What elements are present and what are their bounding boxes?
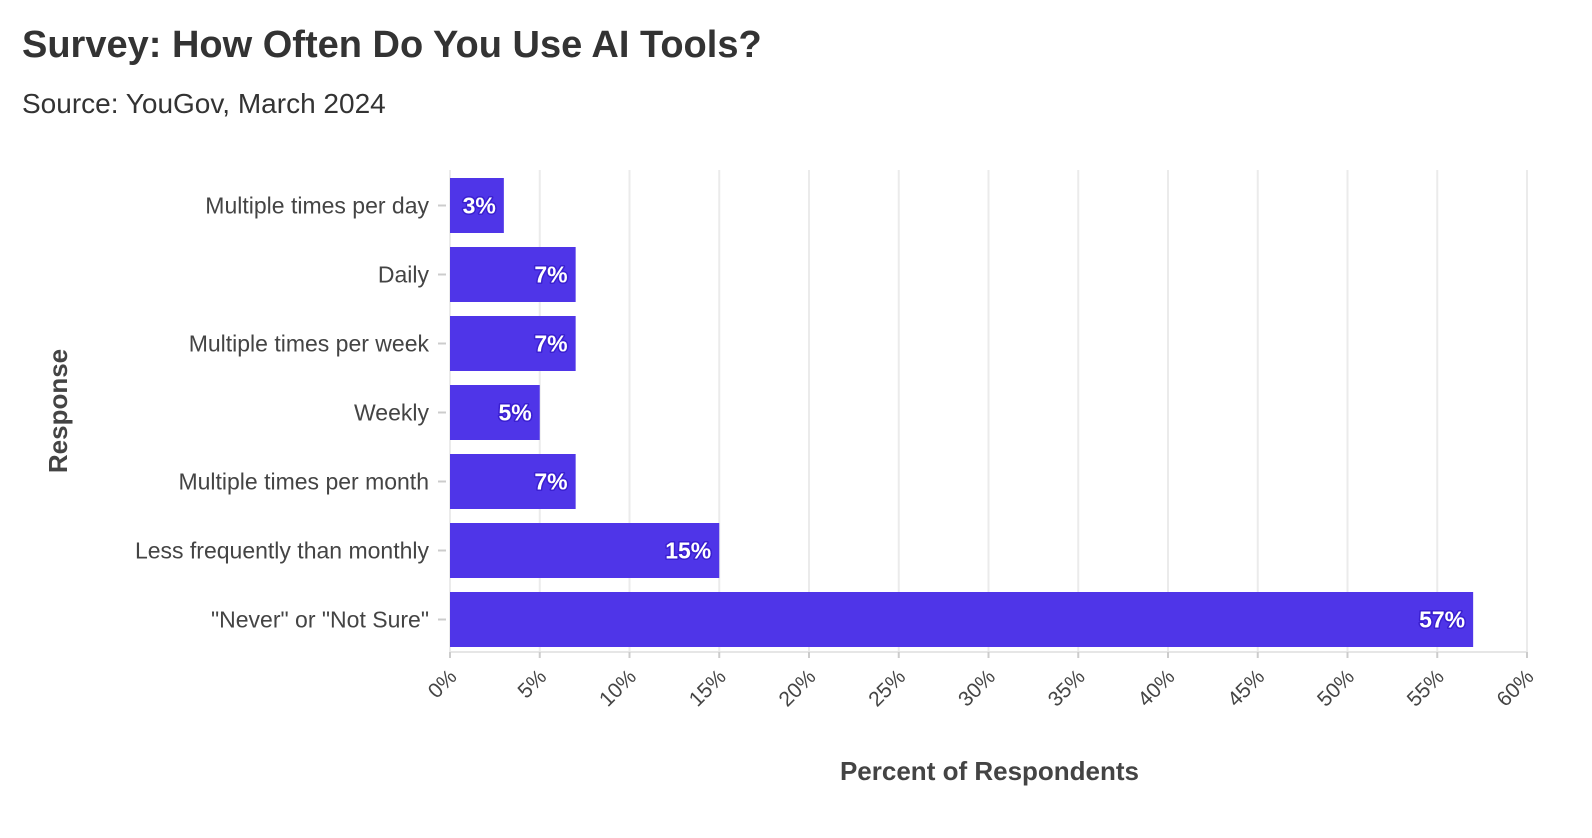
bar	[450, 316, 576, 371]
x-tick-label: 10%	[595, 665, 641, 711]
bar-data-label: 7%	[534, 331, 567, 357]
y-tick-label: "Never" or "Not Sure"	[211, 607, 429, 633]
x-axis-ticks: 0% 5% 10% 15% 20% 25% 30% 35% 40% 45% 50% 55% 60%	[424, 652, 1539, 711]
bar-data-label: 7%	[534, 262, 567, 288]
bar	[450, 592, 1474, 647]
x-tick-label: 15%	[685, 665, 731, 711]
x-tick-label: 30%	[954, 665, 1000, 711]
bar	[450, 385, 540, 440]
y-axis-ticks: Multiple times per day Daily Multiple time…	[135, 193, 446, 633]
y-tick-label: Multiple times per month	[178, 469, 429, 495]
y-tick-label: Daily	[378, 262, 430, 288]
x-tick-label: 0%	[424, 665, 462, 703]
chart-title: Survey: How Often Do You Use AI Tools?	[22, 24, 762, 66]
bar	[450, 454, 576, 509]
grid-lines	[449, 170, 1528, 653]
bars: 3% 7% 7% 5% 7% 15% 57%	[450, 178, 1474, 647]
bar-data-label: 3%	[463, 193, 496, 219]
x-tick-label: 40%	[1134, 665, 1180, 711]
x-tick-label: 60%	[1493, 665, 1539, 711]
x-tick-label: 25%	[864, 665, 910, 711]
x-tick-label: 5%	[514, 665, 552, 703]
y-tick-label: Multiple times per week	[189, 331, 430, 357]
bar	[450, 178, 504, 233]
x-tick-label: 50%	[1313, 665, 1359, 711]
x-tick-label: 45%	[1223, 665, 1269, 711]
y-axis-title: Response	[43, 349, 73, 473]
y-tick-label: Multiple times per day	[205, 193, 429, 219]
x-tick-label: 20%	[775, 665, 821, 711]
bar-data-label: 57%	[1419, 607, 1465, 633]
chart-subtitle: Source: YouGov, March 2024	[22, 88, 386, 119]
bar	[450, 247, 576, 302]
bar-data-label: 5%	[499, 400, 532, 426]
x-tick-label: 55%	[1403, 665, 1449, 711]
y-tick-label: Less frequently than monthly	[135, 538, 430, 564]
bar-data-label: 15%	[665, 538, 711, 564]
bar-data-label: 7%	[534, 469, 567, 495]
x-axis-title: Percent of Respondents	[840, 756, 1139, 786]
x-tick-label: 35%	[1044, 665, 1090, 711]
y-tick-label: Weekly	[354, 400, 429, 426]
bar	[450, 523, 720, 578]
